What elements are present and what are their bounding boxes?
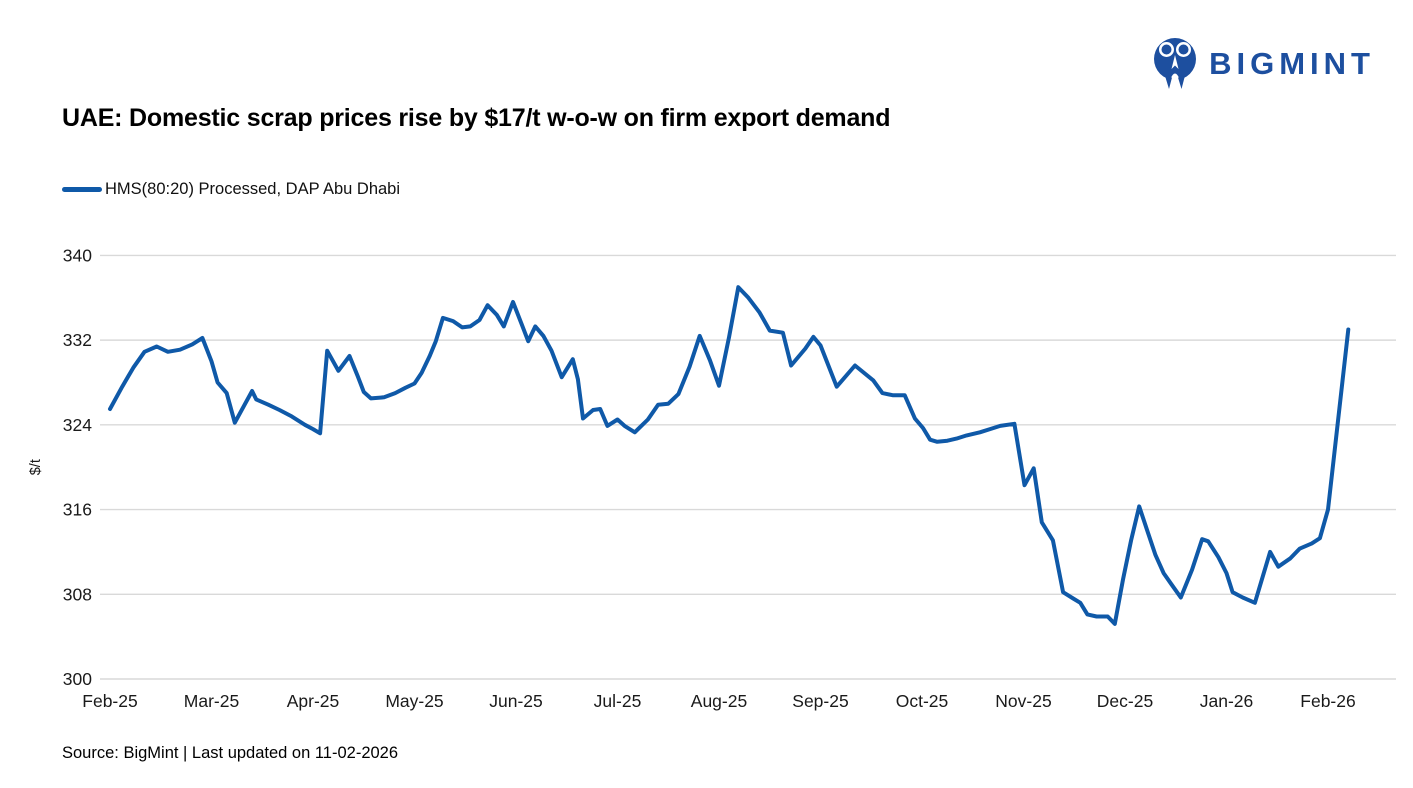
- legend-label: HMS(80:20) Processed, DAP Abu Dhabi: [105, 180, 401, 198]
- x-tick-label: Jun-25: [489, 691, 543, 711]
- y-axis-label: $/t: [28, 459, 44, 475]
- source-note: Source: BigMint | Last updated on 11-02-…: [62, 744, 399, 762]
- x-tick-label: Feb-25: [82, 691, 137, 711]
- y-tick-label: 332: [63, 330, 92, 350]
- x-tick-label: Dec-25: [1097, 691, 1153, 711]
- x-tick-label: Apr-25: [287, 691, 340, 711]
- x-tick-label: Mar-25: [184, 691, 239, 711]
- y-tick-label: 324: [63, 415, 92, 435]
- y-tick-label: 316: [63, 500, 92, 520]
- x-tick-label: Oct-25: [896, 691, 949, 711]
- bigmint-logo: BIGMINT: [1151, 36, 1375, 92]
- y-tick-label: 300: [63, 669, 92, 689]
- x-tick-label: Jan-26: [1200, 691, 1254, 711]
- x-tick-label: Jul-25: [594, 691, 642, 711]
- x-tick-label: Aug-25: [691, 691, 747, 711]
- brand-text: BIGMINT: [1209, 46, 1375, 81]
- x-tick-label: Feb-26: [1300, 691, 1355, 711]
- y-tick-label: 308: [63, 584, 92, 604]
- bigmint-logo-icon: [1154, 38, 1197, 89]
- x-tick-label: Sep-25: [792, 691, 848, 711]
- chart-title: UAE: Domestic scrap prices rise by $17/t…: [62, 104, 891, 132]
- y-tick-label: 340: [63, 245, 92, 265]
- price-series-line: [108, 285, 1351, 626]
- x-tick-label: May-25: [385, 691, 443, 711]
- legend: HMS(80:20) Processed, DAP Abu Dhabi: [62, 180, 400, 199]
- legend-line-swatch: [62, 187, 102, 192]
- x-tick-label: Nov-25: [995, 691, 1051, 711]
